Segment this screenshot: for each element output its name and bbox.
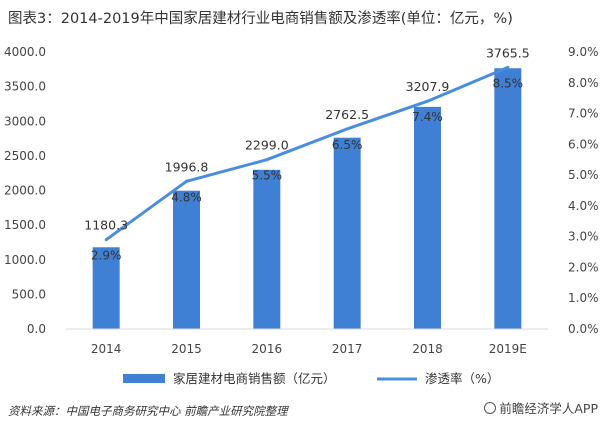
line-point [265,158,269,162]
x-axis-tick-label: 2017 [332,342,363,356]
bar [173,190,200,329]
right-axis-tick-label: 2.0% [568,260,599,274]
left-axis-tick-label: 2000.0 [4,184,46,198]
combo-chart: 0.0 500.0 1000.0 1500.0 2000.0 2500.0 3000.0 35… [4,45,599,386]
left-axis-tick-label: 500.0 [12,287,46,301]
right-axis-tick-label: 7.0% [568,107,599,121]
legend-line-label: 渗透率（%） [425,371,499,386]
bar [494,68,522,329]
bar-value-label: 1996.8 [165,159,209,174]
right-axis-tick-label: 1.0% [568,291,599,305]
line-value-label: 2.9% [91,249,122,263]
x-axis-tick-label: 2018 [412,342,443,356]
bar-value-label: 3765.5 [486,45,530,60]
bar [253,169,281,329]
line-point [345,127,349,131]
line-point [506,65,510,69]
bar [92,247,120,329]
line-series [104,65,510,242]
line-value-label: 8.5% [493,76,524,90]
bar [333,137,361,329]
right-axis-tick-label: 5.0% [568,168,599,182]
chart-title: 图表3：2014-2019年中国家居建材行业电商销售额及渗透率(单位：亿元，%) [8,11,513,27]
left-axis-tick-label: 3500.0 [4,80,46,94]
penetration-line [105,66,509,241]
right-axis-tick-label: 3.0% [568,230,599,244]
right-axis: 0.0% 1.0% 2.0% 3.0% 4.0% 5.0% 6.0% 7.0% 8.0% 9.0% [568,45,599,336]
x-axis-tick-label: 2019E [489,342,527,356]
legend: 家居建材电商销售额（亿元） 渗透率（%） [123,371,499,386]
bar-value-label: 2299.0 [245,138,289,153]
left-axis-tick-label: 1500.0 [4,218,46,232]
line-value-label: 5.5% [252,169,283,183]
left-axis: 0.0 500.0 1000.0 1500.0 2000.0 2500.0 3000.0 35… [4,45,46,336]
brand-label: 前瞻经济学人APP [499,401,598,416]
x-axis-tick-label: 2014 [91,342,122,356]
right-axis-tick-label: 6.0% [568,137,599,151]
brand-icon [484,402,497,414]
bar-series [92,68,522,329]
data-labels: 1180.3 1996.8 2299.0 2762.5 3207.9 3765.5 2.9%… [84,45,529,262]
source-note: 资料来源：中国电子商务研究中心 前瞻产业研究院整理 [8,404,288,418]
left-axis-tick-label: 4000.0 [4,45,46,59]
line-value-label: 7.4% [412,110,443,124]
legend-bar-swatch [123,374,165,383]
bar-value-label: 3207.9 [406,79,450,94]
left-axis-tick-label: 0.0 [27,322,46,336]
line-point [104,238,108,242]
bar-value-label: 1180.3 [84,218,128,233]
bar [414,106,441,329]
line-point [185,179,188,183]
right-axis-tick-label: 4.0% [568,199,599,213]
right-axis-tick-label: 8.0% [568,76,599,90]
x-axis-tick-label: 2016 [252,342,283,356]
x-axis: 2014 2015 2016 2017 2018 2019E [66,328,548,356]
line-value-label: 6.5% [332,138,363,152]
left-axis-tick-label: 2500.0 [4,149,46,163]
line-value-label: 4.8% [171,190,202,204]
legend-bar-label: 家居建材电商销售额（亿元） [173,371,336,386]
x-axis-tick-label: 2015 [171,342,202,356]
left-axis-tick-label: 1000.0 [4,253,46,267]
left-axis-tick-label: 3000.0 [4,114,46,128]
right-axis-tick-label: 9.0% [568,45,599,59]
right-axis-tick-label: 0.0% [568,322,599,336]
line-point [426,99,429,103]
brand-mark: 前瞻经济学人APP [484,398,598,417]
bar-value-label: 2762.5 [325,107,369,122]
